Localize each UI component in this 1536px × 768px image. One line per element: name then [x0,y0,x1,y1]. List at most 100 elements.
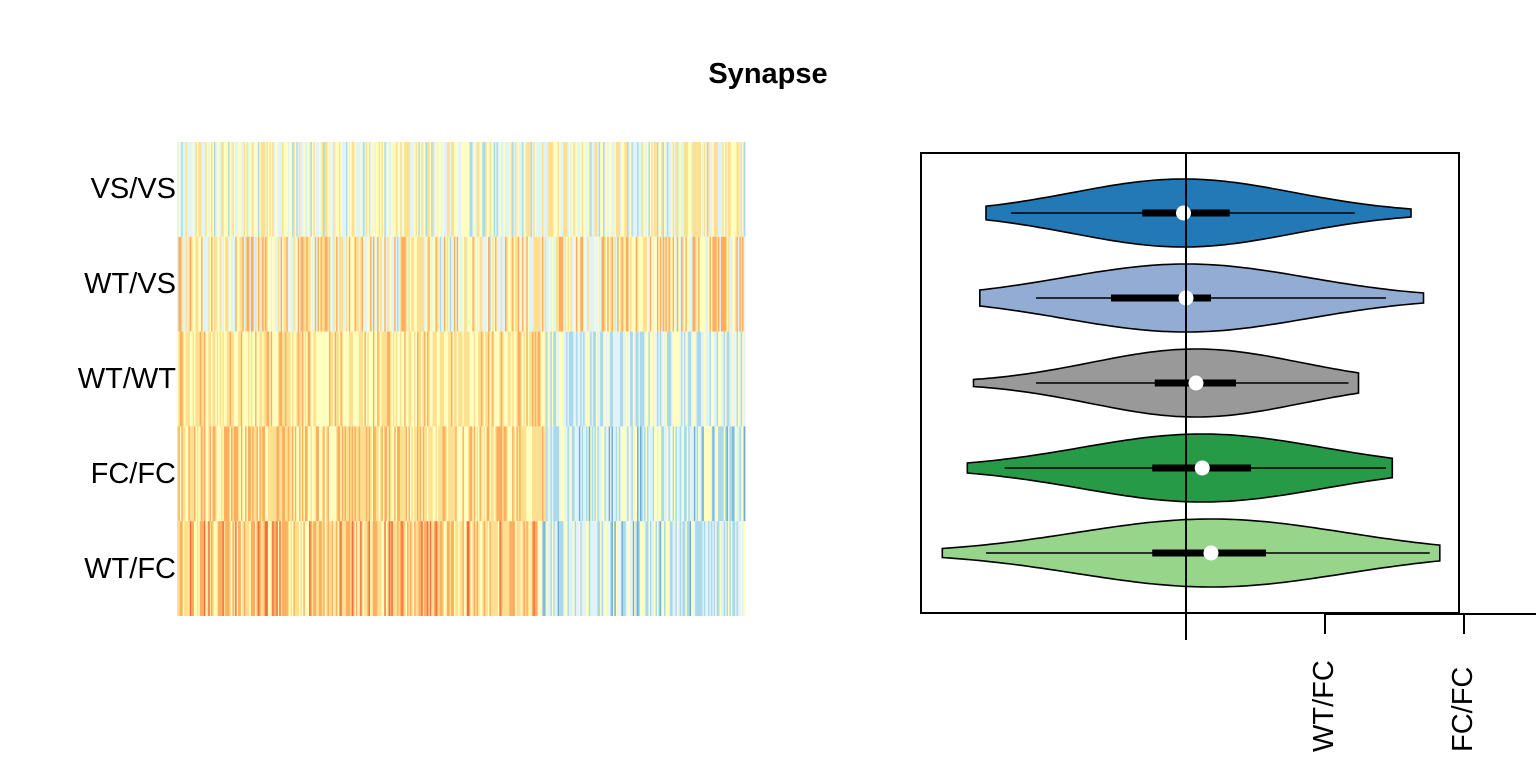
heatmap-cell [571,426,574,522]
heatmap-cell [266,236,269,332]
heatmap-cell [456,426,459,522]
heatmap-cell [537,521,540,616]
heatmap-cell [614,236,617,332]
heatmap-cell [605,426,608,522]
heatmap-cell [435,142,438,237]
chart-title: Synapse [708,58,828,90]
heatmap-cell [638,331,641,427]
heatmap-cell [534,521,537,616]
heatmap-cell [617,426,620,522]
heatmap-cell [632,236,635,332]
heatmap-cell [620,236,622,332]
heatmap-cell [503,521,506,616]
heatmap-cell [563,142,566,237]
heatmap-cell [679,142,682,237]
heatmap-cell [452,236,455,332]
heatmap-cell [693,142,696,237]
heatmap-cell [607,236,610,332]
heatmap-cell [587,426,590,522]
heatmap-cell [610,142,612,237]
heatmap-cell [480,331,483,427]
heatmap-cell [604,236,607,332]
violin-vs-vs [985,178,1412,248]
heatmap-cell [415,331,418,427]
heatmap-cell [576,236,578,332]
heatmap-cell [658,142,661,237]
heatmap-row-fc-fc [177,426,746,522]
heatmap-cell [219,236,222,332]
heatmap-cell [502,521,504,616]
heatmap-cell [213,142,216,237]
heatmap-cell [620,331,622,427]
heatmap-cell [727,236,730,332]
heatmap-cell [341,331,344,427]
heatmap-cell [266,426,269,522]
heatmap-cell [637,426,639,522]
heatmap-cell [452,521,455,616]
heatmap-cell [265,331,267,427]
heatmap-cell [313,521,316,616]
heatmap-cell [591,331,594,427]
heatmap-cell [533,521,536,616]
heatmap-cell [581,521,584,616]
heatmap-cell [414,521,416,616]
heatmap-cell [399,521,402,616]
heatmap-cell [558,331,561,427]
heatmap-cell [365,426,368,522]
heatmap-cell [434,331,436,427]
heatmap-cell [303,142,306,237]
heatmap-row-wt-vs [177,236,746,332]
heatmap-cell [340,426,343,522]
heatmap-cell [510,521,513,616]
heatmap-cell [377,426,380,522]
heatmap-cell [729,521,732,616]
heatmap-cell [605,142,608,237]
heatmap-cell [297,236,300,332]
heatmap-cell [215,236,218,332]
heatmap-cell [580,331,583,427]
heatmap-cell [486,236,489,332]
heatmap-cell [632,426,635,522]
heatmap-cell [426,236,429,332]
heatmap-cell [547,236,550,332]
heatmap-cell [310,426,313,522]
heatmap-cell [293,236,296,332]
heatmap-cell [290,521,293,616]
heatmap-cell [671,521,673,616]
heatmap-cell [588,331,591,427]
heatmap-cell [194,142,196,237]
heatmap-cell [422,521,425,616]
heatmap-cell [228,331,230,427]
heatmap-cell [735,426,737,522]
heatmap-cell [674,142,676,237]
heatmap-cell [394,142,397,237]
heatmap-cell [584,331,587,427]
heatmap-cell [695,426,698,522]
heatmap-cell [419,521,422,616]
heatmap-cell [331,236,334,332]
heatmap-cell [624,426,627,522]
heatmap-cell [676,142,679,237]
heatmap-cell [520,426,523,522]
heatmap-cell [449,426,452,522]
heatmap-cell [448,236,451,332]
heatmap-cell [541,426,544,522]
heatmap-cell [473,236,476,332]
heatmap-cell [196,142,199,237]
heatmap-cell [604,521,607,616]
heatmap-cell [441,331,443,427]
heatmap-cell [345,426,348,522]
heatmap-cell [519,331,522,427]
heatmap-cell [664,236,666,332]
heatmap-cell [723,236,726,332]
heatmap-row-vs-vs [177,142,746,237]
heatmap-cell [492,331,495,427]
heatmap-cell [435,426,438,522]
heatmap-cell [550,142,553,237]
heatmap-cell [622,426,625,522]
heatmap-cell [665,236,668,332]
heatmap-cell [533,142,536,237]
heatmap-cell [195,331,198,427]
heatmap-cell [735,236,737,332]
heatmap-cell [637,142,639,237]
